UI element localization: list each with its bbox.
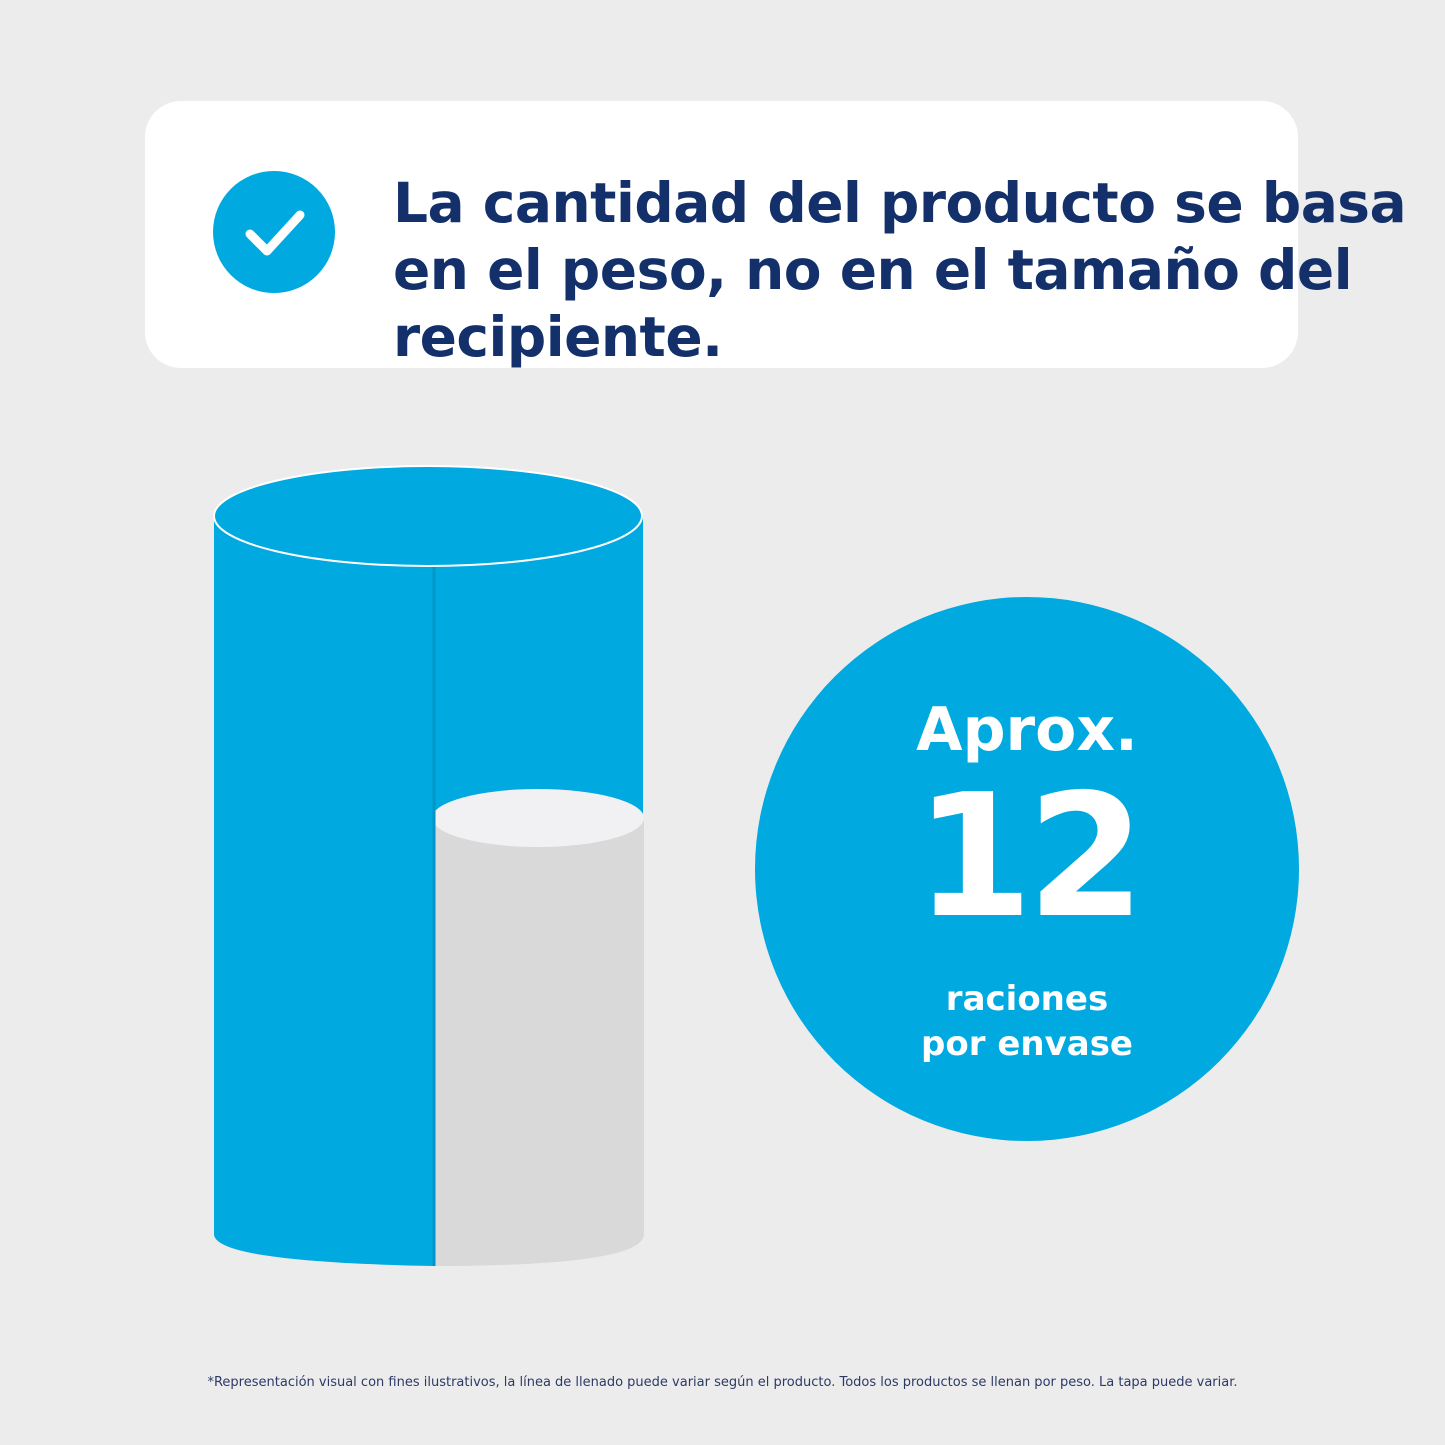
checkmark-glyph [245,210,305,256]
cylinder-outer-wall [214,516,434,1266]
cylinder-top [213,465,643,567]
footnote-disclaimer: *Representación visual con fines ilustra… [207,1375,1238,1390]
serving-count: 12 [914,758,1146,956]
serving-badge: Aprox. 12 raciones por envase [755,597,1299,1141]
info-banner [145,101,1298,368]
serving-caption-line2: por envase [921,1024,1133,1064]
approx-label: Aprox. [916,695,1138,765]
cylinder-interior-wall [434,516,643,828]
checkmark-icon [213,171,335,293]
contents-surface [432,789,644,847]
serving-caption-line1: raciones [945,979,1109,1019]
serving-caption: raciones por envase [755,977,1299,1067]
headline-text: La cantidad del producto se basa en el p… [393,171,1407,369]
cylinder-contents [434,818,644,1266]
